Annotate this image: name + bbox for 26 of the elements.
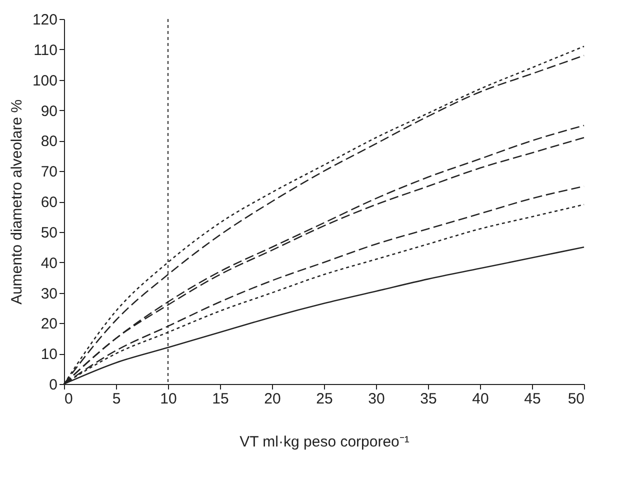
y-tick-label: 70	[40, 164, 58, 181]
x-tick-label: 40	[472, 390, 489, 408]
x-tick-label: 0	[64, 390, 73, 408]
x-tick-label: 15	[212, 390, 229, 408]
x-axis-title: VT ml·kg peso corporeo⁻¹	[240, 434, 410, 450]
x-tick-label: 25	[316, 390, 333, 408]
y-tick-label: 40	[40, 254, 58, 272]
y-tick-label: 110	[34, 42, 58, 59]
y-tick-label: 120	[32, 12, 58, 28]
x-tick-label: 5	[112, 390, 121, 408]
x-tick-label: 35	[420, 390, 437, 408]
y-axis-title: Aumento diametro alveolare %	[8, 99, 26, 305]
x-tick-label: 50	[568, 390, 584, 408]
y-tick-label: 30	[40, 285, 58, 302]
y-tick-label: 50	[40, 224, 58, 242]
x-tick-label: 20	[264, 390, 281, 408]
x-tick-label: 10	[160, 390, 177, 408]
y-tick-label: 20	[40, 316, 58, 333]
x-tick-label: 30	[368, 390, 385, 408]
y-tick-label: 0	[49, 376, 58, 394]
y-tick-label: 10	[40, 346, 58, 364]
x-tick-label: 45	[524, 390, 541, 408]
y-tick-label: 90	[40, 102, 58, 120]
y-tick-label: 100	[32, 72, 58, 90]
y-tick-label: 60	[40, 194, 58, 211]
y-tick-label: 80	[40, 133, 58, 150]
